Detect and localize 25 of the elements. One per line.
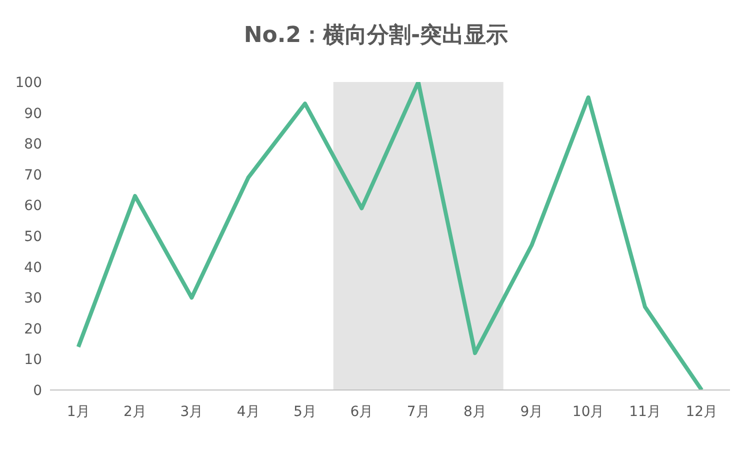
y-tick-label: 100 bbox=[15, 74, 42, 91]
chart-title: No.2：横向分割-突出显示 bbox=[242, 22, 510, 50]
y-tick-label: 80 bbox=[24, 136, 42, 153]
y-tick-label: 70 bbox=[24, 167, 42, 184]
line-series bbox=[76, 82, 704, 390]
x-tick-label: 6月 bbox=[350, 404, 374, 420]
y-tick-label: 10 bbox=[24, 352, 42, 368]
x-tick-label: 2月 bbox=[124, 404, 146, 420]
y-tick-label: 0 bbox=[33, 382, 42, 399]
y-tick-label: 60 bbox=[24, 198, 42, 214]
y-tick-label: 40 bbox=[24, 260, 42, 276]
x-tick-label: 10月 bbox=[572, 404, 604, 420]
x-tick-label: 12月 bbox=[686, 404, 718, 420]
y-tick-label: 50 bbox=[24, 228, 42, 245]
x-tick-label: 4月 bbox=[236, 404, 260, 420]
y-tick-label: 30 bbox=[24, 290, 42, 307]
x-tick-label: 7月 bbox=[406, 404, 430, 420]
x-tick-label: 11月 bbox=[629, 404, 661, 420]
x-tick-label: 8月 bbox=[464, 404, 486, 420]
y-tick-label: 90 bbox=[24, 106, 42, 122]
x-tick-label: 3月 bbox=[180, 404, 204, 420]
x-tick-label: 1月 bbox=[66, 404, 90, 420]
x-tick-label: 9月 bbox=[520, 404, 544, 420]
x-tick-label: 5月 bbox=[294, 404, 316, 420]
y-tick-label: 20 bbox=[24, 321, 42, 338]
